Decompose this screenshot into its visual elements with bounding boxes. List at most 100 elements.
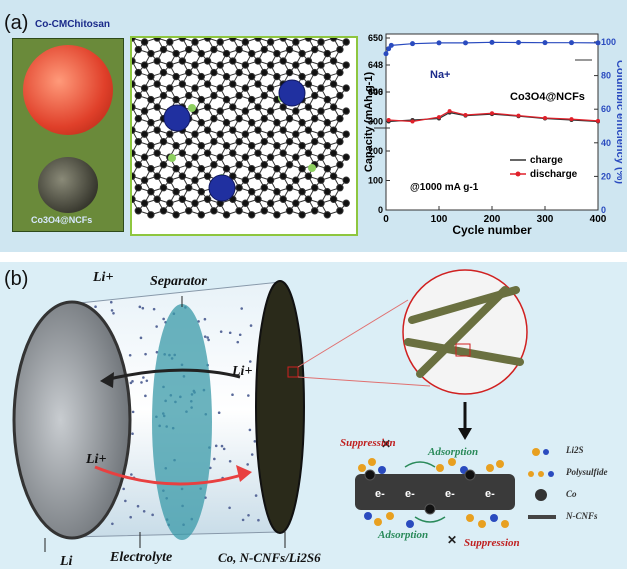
data-point-discharge: [490, 111, 494, 116]
polysulfide-particle: [448, 458, 456, 466]
carbon-atom: [304, 57, 313, 65]
electrolyte-label: Electrolyte: [110, 550, 173, 565]
carbon-atom: [317, 130, 325, 138]
data-point-efficiency: [569, 40, 574, 46]
carbon-atom: [203, 172, 212, 180]
carbon-atom: [191, 153, 199, 161]
carbon-atom: [285, 160, 294, 169]
carbon-atom: [216, 153, 224, 161]
nitrogen-atom: [188, 104, 196, 112]
cobalt-particle: [424, 503, 436, 515]
x-tick-label: 0: [383, 214, 389, 225]
carbon-atom: [311, 114, 319, 123]
carbon-atom: [128, 103, 136, 111]
carbon-atom: [153, 103, 161, 111]
carbon-atom: [323, 95, 332, 104]
carbon-atom: [260, 45, 269, 54]
carbon-atom: [260, 91, 269, 100]
carbon-atom: [147, 72, 155, 81]
carbon-atom: [317, 38, 325, 46]
carbon-atom: [229, 80, 237, 88]
electrolyte-particle: [257, 518, 260, 522]
zoom-line-bottom: [297, 376, 431, 387]
schematic-legend: [528, 448, 556, 519]
carbon-atom: [128, 80, 136, 88]
carbon-atom: [266, 153, 275, 161]
electrolyte-particle: [250, 453, 254, 456]
plot-area: [385, 33, 599, 211]
carbon-atom: [336, 160, 344, 169]
carbon-atom: [298, 211, 306, 219]
carbon-atom: [191, 130, 199, 138]
carbon-atom: [191, 38, 199, 46]
y-right-tick-label: 60: [601, 104, 611, 114]
sample-photo: Co-CMChitosan Co3O4@NCFs: [12, 19, 124, 232]
cross-mark-bottom: ✕: [447, 533, 457, 547]
carbon-atom: [134, 114, 143, 123]
carbon-atom: [329, 103, 338, 111]
fiber-detail-box: [455, 343, 471, 357]
carbon-atom: [134, 160, 143, 169]
carbon-atom: [203, 80, 212, 88]
carbon-atom: [147, 188, 155, 196]
carbon-atom: [311, 45, 319, 54]
polysulfide-particle: [486, 464, 494, 472]
y-left-tick-label: 400: [368, 87, 383, 97]
carbon-atom: [323, 188, 332, 196]
y-right-tick-label: 80: [601, 71, 611, 81]
carbon-atom: [260, 160, 269, 169]
y-left-axis-label: Capacity (mAh g-1): [363, 72, 375, 173]
carbon-atom: [273, 49, 281, 58]
polysulfide-particle: [478, 520, 486, 528]
separator-label: Separator: [150, 274, 207, 289]
y-left-tick-label: 646: [368, 87, 383, 97]
y-left-tick-label: 648: [368, 60, 383, 70]
carbon-atom: [298, 49, 306, 58]
panel-a-label: (a): [4, 12, 29, 34]
electrolyte-particle: [213, 457, 216, 461]
data-point-discharge: [463, 113, 468, 118]
polysulfide-particle: [490, 514, 498, 522]
carbon-atom: [248, 95, 256, 104]
y-right-tick-label: 100: [601, 37, 616, 47]
carbon-atom: [248, 164, 256, 173]
carbon-atom: [266, 130, 275, 138]
carbon-atom: [185, 68, 193, 77]
electron-label: e-: [375, 488, 385, 500]
carbon-atom: [159, 160, 168, 169]
polysulfide-particle: [358, 464, 366, 472]
carbon-atom: [140, 176, 149, 184]
electrolyte-particle: [254, 494, 258, 497]
carbon-atom: [298, 118, 306, 127]
carbon-atom: [172, 211, 180, 219]
y-left-tick-label: 200: [368, 146, 383, 156]
carbon-atom: [317, 199, 325, 207]
carbon-atom: [311, 91, 319, 100]
ncnf-rod: [355, 474, 515, 510]
electrolyte-particle: [128, 353, 132, 357]
graphene-lattice-svg: [128, 34, 350, 219]
carbon-atom: [266, 84, 275, 92]
photo-bottom-label: Co3O4@NCFs: [31, 215, 93, 225]
chart-legend: charge discharge: [510, 155, 578, 180]
carbon-atom: [178, 195, 187, 203]
carbon-atom: [210, 160, 218, 169]
electrolyte-particle: [110, 309, 114, 312]
electrolyte-particle: [253, 440, 257, 443]
carbon-atom: [323, 211, 332, 219]
carbon-atom: [229, 126, 237, 134]
carbon-atom: [134, 45, 143, 54]
cross-mark-top: ✕: [381, 437, 391, 451]
x-tick-label: 300: [537, 214, 554, 225]
data-point-efficiency: [436, 40, 442, 46]
electrolyte-particle: [248, 360, 252, 363]
carbon-atom: [159, 68, 168, 77]
carbon-atom: [241, 84, 250, 92]
carbon-atom: [153, 195, 161, 203]
carbon-atom: [153, 34, 161, 42]
electrolyte-particle: [241, 518, 245, 522]
carbon-atom: [329, 80, 338, 88]
carbon-atom: [203, 149, 212, 157]
carbon-atom: [342, 153, 350, 161]
li-ion-top-label: Li+: [93, 270, 114, 285]
